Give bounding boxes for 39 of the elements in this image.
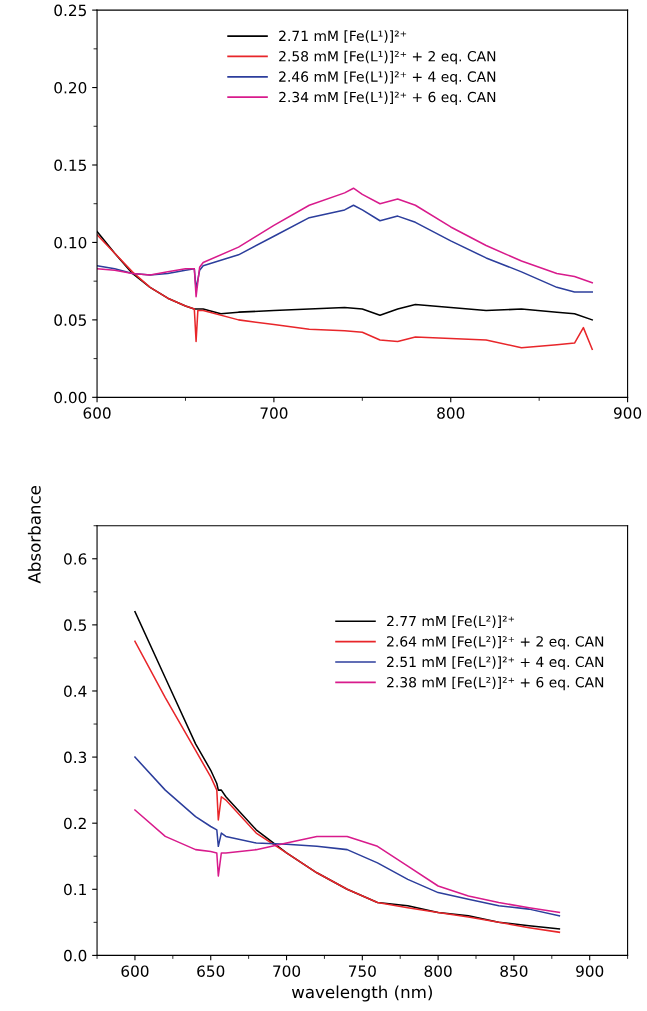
legend-label: 2.38 mM [Fe(L²)]²⁺ + 6 eq. CAN <box>387 676 604 691</box>
y-tick-label: 0.2 <box>64 817 86 830</box>
x-tick-label: 750 <box>348 965 376 977</box>
y-tick-label: 0.00 <box>54 391 87 404</box>
y-tick-label: 0.4 <box>64 685 87 697</box>
legend-label: 2.77 mM [Fe(L²)]²⁺ <box>387 615 515 628</box>
x-tick-label: 700 <box>260 407 288 419</box>
x-tick-label: 900 <box>576 965 604 977</box>
y-tick-label: 0.10 <box>54 236 87 249</box>
x-axis-title: wavelength (nm) <box>291 985 432 1002</box>
x-tick-label: 700 <box>273 965 301 977</box>
y-tick-label: 0.3 <box>64 751 87 764</box>
legend-label: 2.46 mM [Fe(L¹)]²⁺ + 4 eq. CAN <box>279 71 496 85</box>
x-tick-label: 600 <box>83 407 111 419</box>
y-axis-title: Absorbance <box>27 485 41 584</box>
line-series <box>97 187 593 298</box>
x-tick-label: 800 <box>437 407 465 419</box>
x-tick-label: 800 <box>424 965 452 977</box>
x-tick-label: 600 <box>121 965 149 977</box>
y-tick-label: 0.5 <box>64 619 86 631</box>
legend-label: 2.58 mM [Fe(L¹)]²⁺ + 2 eq. CAN <box>279 50 496 65</box>
y-tick-label: 0.0 <box>64 949 87 962</box>
x-tick-label: 900 <box>613 407 642 419</box>
y-tick-label: 0.6 <box>64 553 87 565</box>
x-tick-label: 850 <box>500 965 528 977</box>
y-tick-label: 0.1 <box>64 883 86 896</box>
y-tick-label: 0.15 <box>54 159 86 172</box>
legend-label: 2.51 mM [Fe(L²)]²⁺ + 4 eq. CAN <box>387 656 604 670</box>
line-series <box>134 809 561 914</box>
legend-label: 2.64 mM [Fe(L²)]²⁺ + 2 eq. CAN <box>387 635 604 650</box>
legend-label: 2.71 mM [Fe(L¹)]²⁺ <box>279 30 407 43</box>
line-series <box>134 756 561 917</box>
x-tick-label: 650 <box>197 965 225 977</box>
y-tick-label: 0.20 <box>54 82 87 94</box>
y-tick-label: 0.25 <box>54 4 86 17</box>
line-series <box>97 233 593 351</box>
line-series <box>97 204 593 293</box>
legend-label: 2.34 mM [Fe(L¹)]²⁺ + 6 eq. CAN <box>279 91 496 105</box>
y-tick-label: 0.05 <box>54 314 86 326</box>
